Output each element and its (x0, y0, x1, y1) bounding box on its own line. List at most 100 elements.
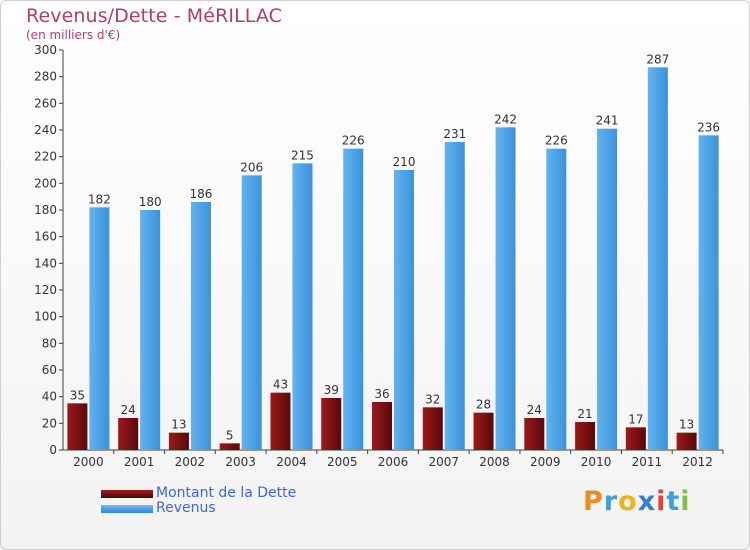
data-label-revenue: 287 (646, 52, 669, 66)
data-label-debt: 5 (226, 428, 234, 442)
x-tick-label: 2010 (581, 455, 612, 469)
bar-debt (67, 403, 88, 450)
bar-debt (422, 407, 443, 450)
bar-revenue (546, 148, 567, 450)
x-tick-label: 2001 (124, 455, 155, 469)
legend-item-revenue: Revenus (101, 501, 296, 516)
x-tick-label: 2006 (378, 455, 409, 469)
x-tick-label: 2007 (428, 455, 459, 469)
chart-title: Revenus/Dette - MéRILLAC (26, 5, 283, 27)
logo-letter: i (680, 486, 691, 517)
data-label-revenue: 226 (342, 134, 365, 148)
legend: Montant de la Dette Revenus (101, 486, 296, 516)
legend-item-debt: Montant de la Dette (101, 486, 296, 501)
x-tick-label: 2003 (225, 455, 256, 469)
y-tick-label: 280 (34, 70, 57, 84)
x-tick-label: 2002 (175, 455, 206, 469)
logo-letter: x (637, 486, 657, 517)
legend-label-revenue: Revenus (156, 500, 216, 516)
data-label-debt: 32 (425, 392, 440, 406)
bar-debt (118, 418, 139, 450)
y-tick-label: 220 (34, 150, 57, 164)
data-label-revenue: 241 (596, 114, 619, 128)
data-label-revenue: 206 (240, 160, 263, 174)
logo-letter: i (656, 486, 667, 517)
y-tick-label: 260 (34, 96, 57, 110)
x-tick-label: 2005 (327, 455, 358, 469)
data-label-revenue: 226 (545, 134, 568, 148)
data-label-revenue: 186 (189, 187, 212, 201)
bar-revenue (444, 142, 465, 450)
bar-debt (473, 412, 494, 450)
y-tick-label: 60 (42, 363, 57, 377)
y-tick-label: 200 (34, 176, 57, 190)
x-tick-label: 2012 (682, 455, 713, 469)
x-tick-label: 2009 (530, 455, 561, 469)
bar-debt (219, 443, 240, 450)
data-label-revenue: 231 (443, 127, 466, 141)
y-tick-label: 240 (34, 123, 57, 137)
legend-label-debt: Montant de la Dette (156, 485, 297, 501)
data-label-debt: 36 (374, 387, 389, 401)
bar-revenue (647, 67, 668, 450)
bar-revenue (292, 163, 313, 451)
y-tick-label: 0 (49, 443, 57, 457)
bar-revenue (597, 128, 618, 450)
data-label-revenue: 182 (88, 192, 111, 206)
chart-subtitle: (en milliers d'€) (26, 28, 121, 42)
data-label-debt: 17 (628, 412, 643, 426)
legend-swatch-debt (101, 489, 153, 498)
bar-revenue (698, 135, 719, 451)
data-label-debt: 13 (679, 418, 694, 432)
bar-debt (575, 422, 596, 450)
y-tick-label: 120 (34, 283, 57, 297)
data-label-revenue: 242 (494, 112, 517, 126)
bar-debt (270, 392, 291, 450)
bar-revenue (89, 207, 110, 450)
x-tick-label: 2004 (276, 455, 307, 469)
bar-debt (625, 427, 646, 450)
bar-revenue (241, 175, 262, 451)
x-tick-label: 2011 (632, 455, 663, 469)
data-label-debt: 21 (577, 407, 592, 421)
data-label-revenue: 215 (291, 148, 314, 162)
y-tick-label: 180 (34, 203, 57, 217)
data-label-revenue: 210 (393, 155, 416, 169)
data-label-debt: 43 (273, 378, 288, 392)
bar-revenue (495, 127, 516, 450)
bar-debt (168, 432, 189, 450)
y-tick-label: 40 (42, 390, 57, 404)
legend-swatch-revenue (101, 504, 153, 513)
data-label-debt: 24 (121, 403, 136, 417)
bar-revenue (140, 210, 161, 450)
logo-letter: o (618, 486, 638, 517)
bar-debt (321, 398, 342, 450)
logo-letter: t (666, 486, 681, 517)
data-label-debt: 24 (527, 403, 542, 417)
bar-debt (372, 402, 392, 450)
bar-revenue (343, 148, 364, 450)
logo-letter: P (583, 486, 604, 517)
y-tick-label: 20 (42, 416, 57, 430)
bar-debt (676, 432, 697, 450)
y-tick-label: 300 (34, 43, 57, 57)
bar-revenue (394, 170, 414, 450)
data-label-debt: 13 (171, 418, 186, 432)
bar-debt (524, 418, 545, 450)
y-tick-label: 160 (34, 230, 57, 244)
data-label-revenue: 236 (697, 120, 720, 134)
logo-letter: r (603, 486, 619, 517)
data-label-debt: 35 (70, 388, 85, 402)
y-tick-label: 100 (34, 310, 57, 324)
y-tick-label: 140 (34, 256, 57, 270)
data-label-debt: 39 (324, 383, 339, 397)
x-tick-label: 2000 (73, 455, 104, 469)
bar-revenue (190, 202, 211, 450)
y-tick-label: 80 (42, 336, 57, 350)
data-label-revenue: 180 (139, 195, 162, 209)
proxiti-logo: Proxiti (583, 486, 691, 517)
x-tick-label: 2008 (479, 455, 510, 469)
data-label-debt: 28 (476, 398, 491, 412)
